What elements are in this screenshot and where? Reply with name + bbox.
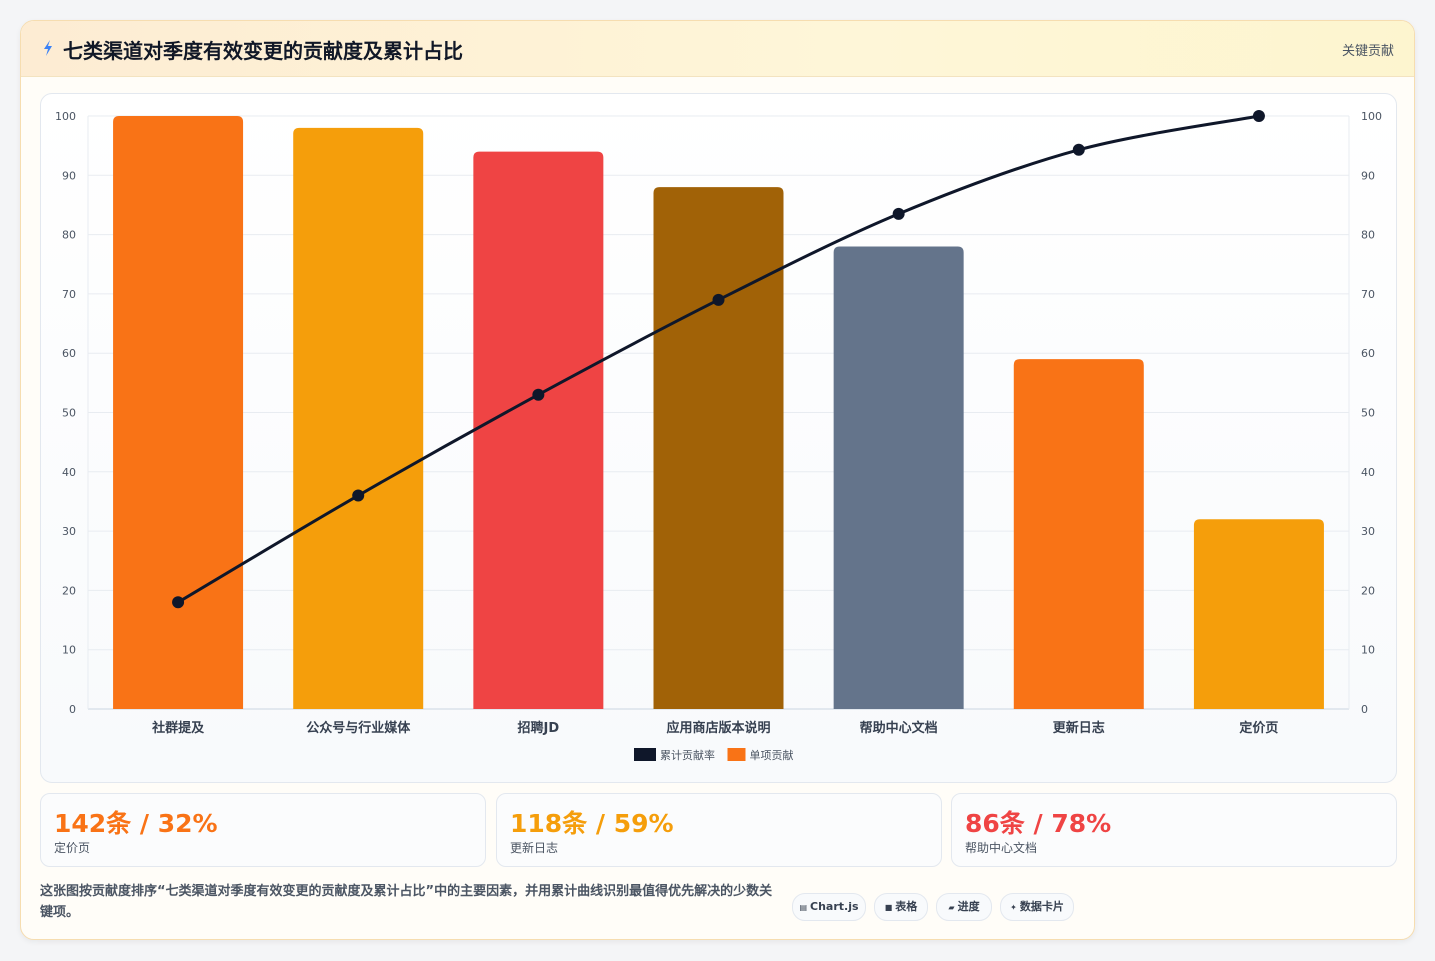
- bar-7[interactable]: [1193, 519, 1324, 709]
- cumulative-point-5[interactable]: [892, 207, 905, 220]
- y2-tick-label: 80: [1361, 229, 1375, 242]
- y-tick-label: 20: [62, 584, 76, 597]
- bar-4[interactable]: [653, 187, 784, 709]
- y-tick-label: 100: [55, 110, 76, 123]
- y-tick-label: 70: [62, 288, 76, 301]
- cumulative-point-2[interactable]: [352, 489, 365, 502]
- kpi-card-2: 118条 / 59% 更新日志: [496, 793, 942, 867]
- kpi-card-3: 86条 / 78% 帮助中心文档: [951, 793, 1397, 867]
- y-tick-label: 40: [62, 466, 76, 479]
- bar-1[interactable]: [113, 116, 244, 709]
- chart-icon: ▤: [799, 903, 808, 912]
- y-tick-label: 60: [62, 347, 76, 360]
- x-tick-label: 定价页: [1238, 720, 1278, 736]
- x-tick-label: 应用商店版本说明: [666, 720, 770, 736]
- pareto-chart: 0 0 10 10 20 20 30 30 40 40 50 50 60 60 70 70 80 80 90 90 10…: [55, 110, 1382, 762]
- kpi-label: 定价页: [54, 841, 91, 855]
- y2-tick-label: 60: [1361, 347, 1375, 360]
- kpi-value: 118条 / 59%: [510, 809, 674, 838]
- kpi-value: 86条 / 78%: [965, 809, 1112, 838]
- bar-3[interactable]: [473, 151, 604, 709]
- kpi-value: 142条 / 32%: [54, 809, 218, 838]
- chart-description: 这张图按贡献度排序“七类渠道对季度有效变更的贡献度及累计占比”中的主要因素，并用…: [40, 884, 773, 920]
- cumulative-point-6[interactable]: [1072, 143, 1085, 156]
- chip-data-card[interactable]: ✦ 数据卡片: [1000, 893, 1074, 921]
- sparkle-icon: ✦: [1010, 903, 1017, 912]
- chip-label: 数据卡片: [1019, 900, 1064, 913]
- y2-tick-label: 0: [1361, 703, 1368, 716]
- y-tick-label: 80: [62, 229, 76, 242]
- legend-label[interactable]: 单项贡献: [750, 748, 794, 762]
- chip-label: 表格: [895, 900, 918, 913]
- kpi-label: 帮助中心文档: [965, 841, 1038, 855]
- y2-tick-label: 100: [1361, 110, 1382, 123]
- key-contribution-badge: 关键贡献: [1341, 44, 1394, 59]
- chart-panel: 0 0 10 10 20 20 30 30 40 40 50 50 60 60 70 70 80 80 90 90 10…: [40, 93, 1397, 783]
- card-header: 七类渠道对季度有效变更的贡献度及累计占比 关键贡献: [21, 21, 1414, 77]
- legend-swatch: [727, 748, 746, 761]
- chart-card: 七类渠道对季度有效变更的贡献度及累计占比 关键贡献 0 0 10 10 20 20 30 30…: [20, 20, 1415, 940]
- y2-tick-label: 40: [1361, 466, 1375, 479]
- cumulative-point-3[interactable]: [532, 388, 545, 401]
- y-tick-label: 10: [62, 644, 76, 657]
- chip-progress[interactable]: ▰ 进度: [936, 893, 992, 921]
- x-tick-label: 招聘JD: [518, 720, 560, 736]
- y2-tick-label: 70: [1361, 288, 1375, 301]
- x-tick-label: 帮助中心文档: [860, 720, 938, 736]
- bar-6[interactable]: [1013, 359, 1144, 709]
- y2-tick-label: 10: [1361, 644, 1375, 657]
- bar-2[interactable]: [293, 127, 424, 710]
- y2-tick-label: 50: [1361, 407, 1375, 420]
- chip-label: 进度: [957, 900, 980, 913]
- y-tick-label: 90: [62, 169, 76, 182]
- progress-icon: ▰: [948, 903, 955, 912]
- x-tick-label: 公众号与行业媒体: [306, 720, 411, 736]
- kpi-card-1: 142条 / 32% 定价页: [40, 793, 486, 867]
- bar-5[interactable]: [833, 246, 964, 709]
- x-tick-label: 更新日志: [1053, 720, 1105, 736]
- chip-chartjs[interactable]: ▤ Chart.js: [792, 893, 866, 921]
- y-tick-label: 30: [62, 525, 76, 538]
- kpi-label: 更新日志: [510, 841, 559, 855]
- x-tick-label: 社群提及: [151, 720, 205, 736]
- legend-swatch: [634, 748, 656, 761]
- y-tick-label: 0: [69, 703, 76, 716]
- table-icon: ■: [884, 903, 893, 912]
- chip-label: Chart.js: [810, 900, 859, 913]
- cumulative-point-4[interactable]: [712, 293, 725, 306]
- legend-label[interactable]: 累计贡献率: [660, 748, 715, 762]
- y2-tick-label: 90: [1361, 169, 1375, 182]
- y2-tick-label: 20: [1361, 584, 1375, 597]
- page-title: 七类渠道对季度有效变更的贡献度及累计占比: [63, 39, 463, 63]
- cumulative-point-7[interactable]: [1252, 110, 1265, 122]
- y-tick-label: 50: [62, 407, 76, 420]
- chip-table[interactable]: ■ 表格: [874, 893, 928, 921]
- lightning-icon: [44, 40, 52, 56]
- y2-tick-label: 30: [1361, 525, 1375, 538]
- cumulative-point-1[interactable]: [172, 596, 185, 609]
